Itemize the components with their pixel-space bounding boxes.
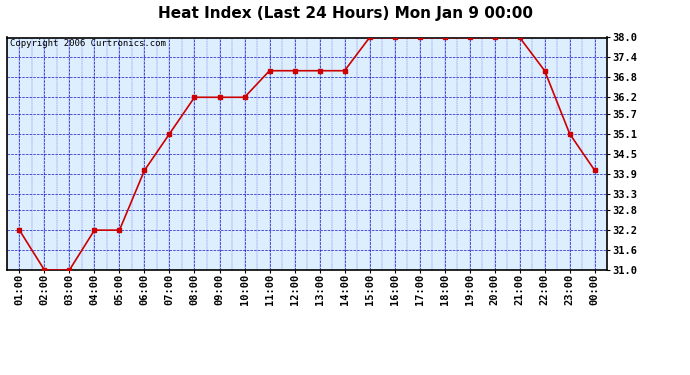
Text: Heat Index (Last 24 Hours) Mon Jan 9 00:00: Heat Index (Last 24 Hours) Mon Jan 9 00:… [157,6,533,21]
Text: Copyright 2006 Curtronics.com: Copyright 2006 Curtronics.com [10,39,166,48]
